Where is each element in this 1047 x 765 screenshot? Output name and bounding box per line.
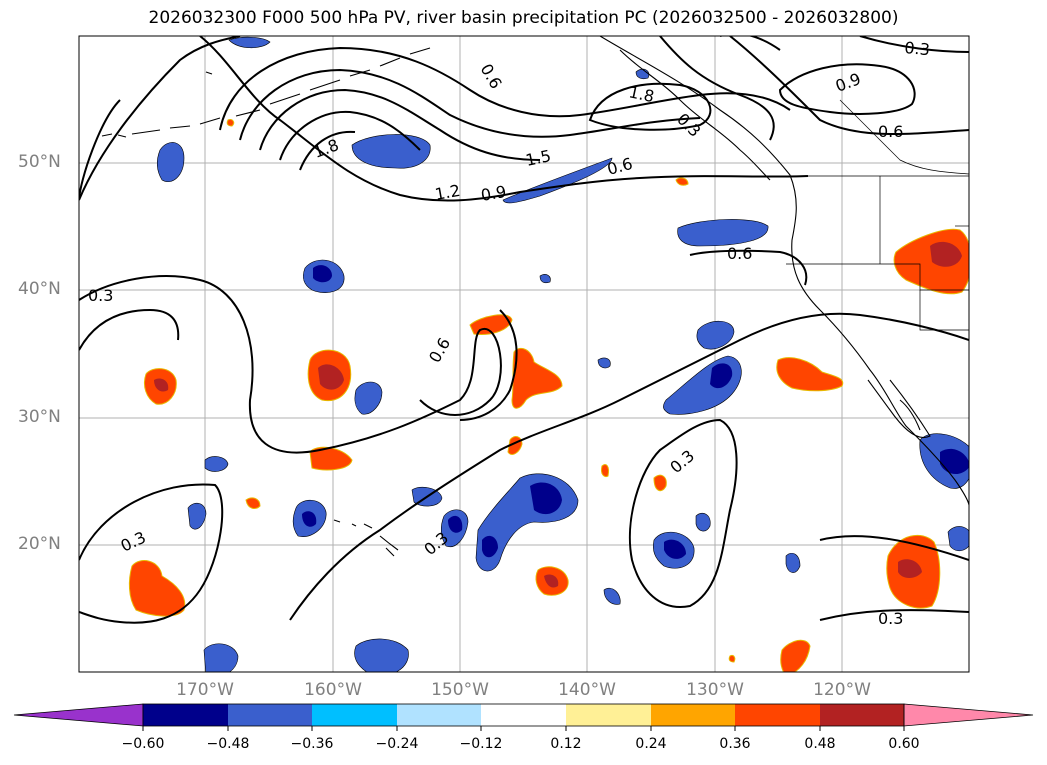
colorbar-segment <box>481 704 566 726</box>
colorbar-segment <box>143 704 228 726</box>
longitude-label: 160°W <box>304 680 362 700</box>
colorbar <box>13 703 1034 731</box>
pv-label: 0.3 <box>878 609 903 628</box>
colorbar-segment <box>228 704 312 726</box>
pv-label: 0.6 <box>727 244 752 263</box>
colorbar-extend-low <box>13 703 144 727</box>
latitude-label: 40°N <box>18 279 61 299</box>
latitude-label: 50°N <box>18 152 61 172</box>
pv-contours <box>79 36 969 624</box>
longitude-label: 170°W <box>176 680 234 700</box>
colorbar-segment <box>397 704 481 726</box>
colorbar-segment <box>312 704 397 726</box>
map-frame <box>78 35 970 673</box>
colorbar-tick: −0.36 <box>290 736 334 752</box>
colorbar-segment <box>735 704 820 726</box>
pv-label: 1.5 <box>524 146 553 170</box>
pv-label: 0.3 <box>904 38 931 59</box>
longitude-label: 130°W <box>686 680 744 700</box>
colorbar-tick: −0.12 <box>459 736 503 752</box>
latitude-label: 30°N <box>18 407 61 427</box>
pv-label: 0.9 <box>479 182 507 205</box>
coastlines <box>101 36 969 557</box>
colorbar-segment <box>820 704 904 726</box>
colorbar-segment <box>651 704 735 726</box>
colorbar-segment <box>566 704 651 726</box>
pv-label: 1.8 <box>627 82 656 106</box>
pv-label: 0.6 <box>878 122 903 141</box>
pv-label: 1.2 <box>433 181 461 204</box>
colorbar-tick: 0.48 <box>804 736 836 752</box>
colorbar-extend-high <box>903 703 1034 727</box>
longitude-label: 140°W <box>558 680 616 700</box>
colorbar-tick: −0.60 <box>121 736 165 752</box>
longitude-label: 150°W <box>431 680 489 700</box>
colorbar-tick: −0.24 <box>375 736 419 752</box>
colorbar-tick: 0.60 <box>888 736 920 752</box>
negative-anomaly-areas <box>156 36 969 672</box>
colorbar-tick: 0.36 <box>719 736 751 752</box>
state-borders <box>786 99 969 331</box>
colorbar-tick: 0.24 <box>635 736 667 752</box>
longitude-label: 120°W <box>813 680 871 700</box>
latitude-label: 20°N <box>18 534 61 554</box>
pv-label: 0.3 <box>88 286 113 305</box>
positive-anomaly-areas <box>128 119 969 672</box>
colorbar-tick: 0.12 <box>550 736 582 752</box>
colorbar-tick: −0.48 <box>206 736 250 752</box>
map-title: 2026032300 F000 500 hPa PV, river basin … <box>148 8 899 28</box>
